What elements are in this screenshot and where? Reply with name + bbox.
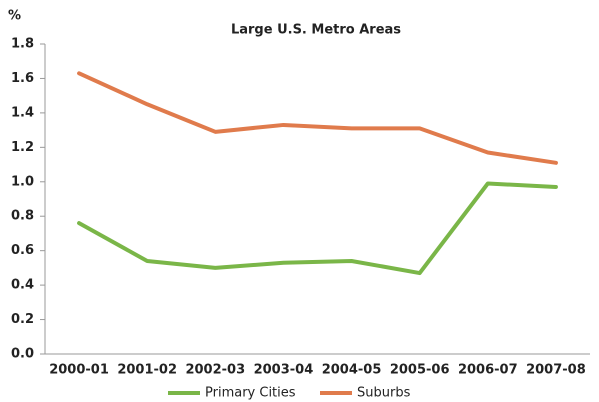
line-series — [77, 181, 558, 276]
y-axis-label: % — [8, 9, 21, 24]
y-tick-label: 1.8 — [11, 37, 34, 52]
x-tick-label: 2001-02 — [117, 363, 177, 378]
y-tick-label: 0.4 — [11, 278, 34, 293]
y-tick-label: 1.6 — [11, 71, 34, 86]
y-tick-label: 1.4 — [11, 105, 34, 120]
x-tick-label: 2003-04 — [254, 363, 314, 378]
line-series — [77, 71, 558, 165]
chart-title: Large U.S. Metro Areas — [231, 23, 401, 38]
y-tick-label: 1.2 — [11, 140, 34, 155]
y-tick-label: 0.6 — [11, 243, 34, 258]
x-tick-label: 2004-05 — [322, 363, 382, 378]
x-tick-label: 2002-03 — [185, 363, 245, 378]
y-tick-label: 1.0 — [11, 174, 34, 189]
y-tick-label: 0.0 — [11, 347, 34, 362]
legend-label: Suburbs — [357, 386, 411, 401]
legend-label: Primary Cities — [205, 386, 296, 401]
x-tick-label: 2005-06 — [390, 363, 450, 378]
y-tick-label: 0.8 — [11, 209, 34, 224]
y-tick-label: 0.2 — [11, 312, 34, 327]
x-tick-label: 2006-07 — [458, 363, 518, 378]
x-tick-label: 2007-08 — [526, 363, 586, 378]
x-tick-label: 2000-01 — [49, 363, 109, 378]
